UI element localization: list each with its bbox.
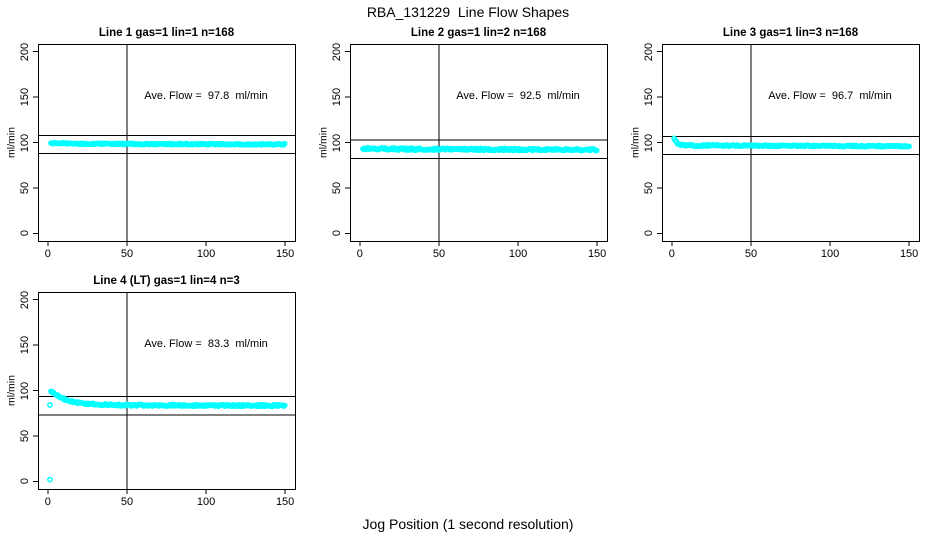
plot-box <box>38 44 296 242</box>
x-tick-label: 100 <box>820 248 840 260</box>
y-tick-label: 150 <box>331 87 343 107</box>
x-tick-label: 150 <box>587 248 607 260</box>
x-tick-label: 50 <box>120 248 134 260</box>
plot-box <box>662 44 920 242</box>
average-flow-annotation: Ave. Flow = 83.3 ml/min <box>144 338 268 350</box>
subplot-line-2: Line 2 gas=1 lin=2 n=168 Ave. Flow = 92.… <box>312 22 624 270</box>
y-tick-label: 0 <box>331 230 343 237</box>
subplot-line-4: Line 4 (LT) gas=1 lin=4 n=3 Ave. Flow = … <box>0 270 312 518</box>
x-tick-label: 0 <box>668 248 675 260</box>
y-tick-label: 200 <box>19 290 31 309</box>
outlier-point <box>47 402 53 408</box>
subplot-title: Line 4 (LT) gas=1 lin=4 n=3 <box>93 275 240 287</box>
y-tick-label: 100 <box>643 133 655 152</box>
x-tick-label: 50 <box>744 248 758 260</box>
y-axis-label: ml/min <box>629 127 642 158</box>
y-tick-label: 50 <box>643 181 655 195</box>
average-flow-annotation: Ave. Flow = 96.7 ml/min <box>768 90 892 102</box>
y-axis-label: ml/min <box>317 127 330 158</box>
y-axis-label: ml/min <box>5 375 18 406</box>
y-tick-label: 150 <box>19 335 31 355</box>
subplot-line-1: Line 1 gas=1 lin=1 n=168 Ave. Flow = 97.… <box>0 22 312 270</box>
plot-canvas <box>345 44 608 246</box>
subplot-title: Line 2 gas=1 lin=2 n=168 <box>410 27 547 39</box>
x-tick-label: 50 <box>432 248 446 260</box>
x-tick-label: 100 <box>508 248 528 260</box>
outlier-point <box>671 135 678 142</box>
x-tick-label: 150 <box>275 496 295 508</box>
average-flow-annotation: Ave. Flow = 97.8 ml/min <box>144 90 268 102</box>
average-flow-annotation: Ave. Flow = 92.5 ml/min <box>456 90 580 102</box>
x-tick-label: 150 <box>275 248 295 260</box>
plot-canvas <box>33 292 296 494</box>
x-tick-label: 0 <box>356 248 363 260</box>
flow-points-series <box>48 139 288 148</box>
y-tick-label: 50 <box>19 429 31 443</box>
page-title: RBA_131229 Line Flow Shapes <box>366 4 570 20</box>
x-tick-label: 0 <box>44 496 51 508</box>
y-tick-label: 0 <box>643 230 655 237</box>
y-tick-label: 50 <box>331 181 343 195</box>
plot-box <box>350 44 608 242</box>
y-tick-label: 150 <box>643 87 655 107</box>
y-axis-label: ml/min <box>5 127 18 158</box>
subplot-title: Line 3 gas=1 lin=3 n=168 <box>722 27 859 39</box>
x-tick-label: 100 <box>196 248 216 260</box>
x-tick-label: 50 <box>120 496 134 508</box>
x-tick-label: 100 <box>196 496 216 508</box>
y-tick-label: 100 <box>331 133 343 152</box>
flow-points-series <box>671 135 912 150</box>
plot-box <box>38 292 296 490</box>
flow-points-series <box>360 145 600 154</box>
y-tick-label: 100 <box>19 381 31 400</box>
x-tick-label: 150 <box>899 248 919 260</box>
y-tick-label: 0 <box>19 230 31 237</box>
subplot-title: Line 1 gas=1 lin=1 n=168 <box>98 27 235 39</box>
flow-points-series <box>47 388 288 483</box>
y-tick-label: 200 <box>643 42 655 61</box>
x-axis-label: Jog Position (1 second resolution) <box>362 516 574 532</box>
outlier-point <box>47 476 53 483</box>
y-tick-label: 200 <box>331 42 343 61</box>
y-tick-label: 100 <box>19 133 31 152</box>
y-tick-label: 0 <box>19 478 31 485</box>
y-tick-label: 150 <box>19 87 31 107</box>
plot-canvas <box>657 44 920 246</box>
x-tick-label: 0 <box>44 248 51 260</box>
subplot-line-3: Line 3 gas=1 lin=3 n=168 Ave. Flow = 96.… <box>624 22 936 270</box>
plot-canvas <box>33 44 296 246</box>
y-tick-label: 50 <box>19 181 31 195</box>
y-tick-label: 200 <box>19 42 31 61</box>
